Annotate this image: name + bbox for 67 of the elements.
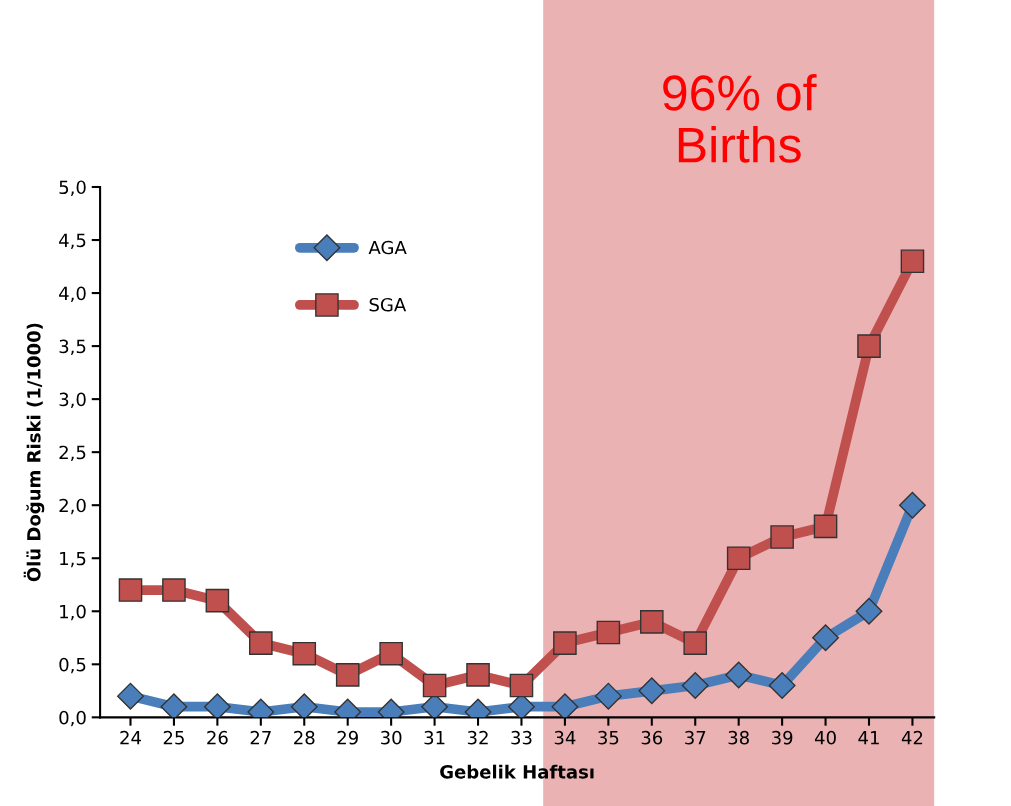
legend-label: AGA (368, 240, 407, 255)
point (681, 672, 709, 699)
x-tick-label: 38 (728, 730, 749, 745)
point (726, 546, 751, 571)
point (683, 631, 708, 655)
point (898, 491, 926, 519)
point (509, 673, 534, 698)
y-tick-label: 5,0 (59, 180, 86, 196)
point (551, 693, 579, 718)
y-tick-label: 0,5 (59, 657, 86, 674)
x-tick-label: 28 (294, 730, 315, 745)
point (118, 578, 143, 602)
x-axis-title: Gebelik Haftası (440, 764, 594, 779)
point (768, 672, 796, 699)
y-tick-label: 4,0 (59, 286, 86, 303)
x-tick-label: 27 (250, 730, 271, 745)
y-tick-label: 2,5 (59, 445, 86, 462)
x-tick-label: 33 (511, 730, 532, 745)
point (594, 682, 622, 710)
x-tick-label: 31 (424, 730, 445, 745)
x-tick-label: 37 (685, 730, 706, 745)
y-tick-label: 3,5 (59, 339, 86, 356)
point (812, 624, 840, 652)
point (422, 673, 447, 698)
point (725, 661, 753, 689)
x-tick-label: 42 (901, 730, 923, 745)
point (813, 514, 838, 539)
point (117, 682, 144, 710)
point (379, 641, 403, 666)
y-tick-label: 3,0 (59, 392, 86, 409)
point (290, 693, 318, 718)
x-tick-label: 29 (337, 730, 358, 745)
point (160, 693, 188, 718)
point (857, 334, 881, 358)
point (900, 249, 925, 274)
x-tick-label: 26 (207, 730, 228, 745)
x-tick-label: 32 (467, 730, 488, 745)
band-label: 96% of Births (663, 74, 817, 163)
point (292, 641, 317, 666)
legend-label: SGA (369, 297, 407, 312)
point (553, 631, 577, 655)
point (596, 620, 621, 645)
x-tick-label: 30 (381, 730, 402, 745)
x-tick-label: 34 (554, 730, 576, 745)
point (205, 588, 230, 613)
x-tick-label: 35 (598, 730, 619, 745)
point (203, 693, 231, 718)
point (639, 610, 664, 634)
y-axis-title: Ölü Doğum Riski (1/1000) (23, 323, 45, 582)
point (466, 663, 490, 687)
x-tick-label: 36 (641, 730, 663, 745)
x-tick-label: 41 (858, 731, 879, 745)
x-tick-label: 25 (163, 730, 184, 745)
point (249, 631, 273, 655)
point (770, 525, 794, 549)
y-tick-label: 2,0 (59, 498, 86, 515)
point (162, 578, 186, 602)
x-tick-label: 39 (772, 730, 793, 745)
y-tick-label: 0,0 (59, 710, 86, 727)
point (855, 597, 883, 625)
x-tick-label: 24 (120, 730, 141, 745)
y-tick-label: 1,5 (60, 551, 86, 568)
y-tick-label: 4,5 (59, 233, 86, 249)
point (335, 663, 360, 687)
point (638, 677, 666, 705)
x-tick-label: 40 (814, 730, 836, 745)
y-tick-label: 1,0 (60, 604, 86, 621)
